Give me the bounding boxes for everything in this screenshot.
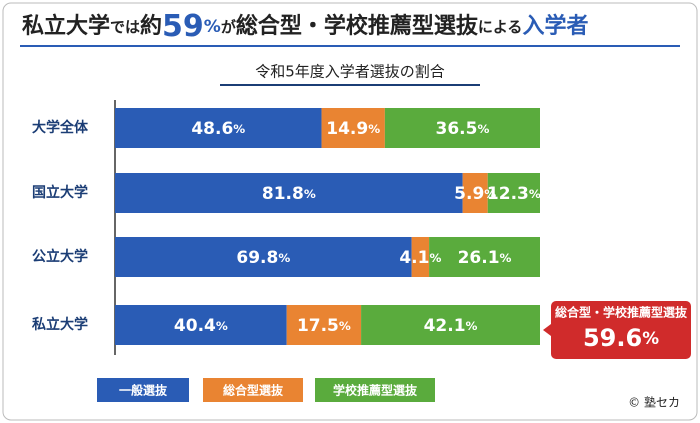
- bar-segment: [487, 173, 540, 213]
- value-label: 40.4%: [174, 316, 228, 336]
- legend-swatch: [315, 378, 435, 402]
- value-label: 48.6%: [191, 119, 245, 139]
- bar-segment: [321, 108, 385, 148]
- title-part: による: [478, 18, 523, 36]
- title-part: 入学者: [522, 13, 588, 39]
- bar-segment: [115, 305, 287, 345]
- bar-segment: [115, 108, 322, 148]
- legend-label: 学校推薦型選抜: [333, 383, 418, 398]
- subtitle: 令和5年度入学者選抜の割合: [255, 63, 445, 81]
- bar-segment: [384, 108, 540, 148]
- category-label: 私立大学: [32, 316, 88, 333]
- value-label: 81.8%: [262, 184, 316, 204]
- bar-segment: [462, 173, 488, 213]
- category-label: 大学全体: [32, 119, 89, 136]
- value-label: 42.1%: [424, 316, 478, 336]
- title-part: 総合型・学校推薦型選抜: [236, 13, 479, 39]
- title-part: 私立大学: [22, 13, 110, 39]
- legend-label: 総合型選抜: [223, 383, 284, 398]
- value-label: 69.8%: [236, 248, 290, 268]
- chart-title: 私立大学では約59%が総合型・学校推薦型選抜による入学者: [22, 9, 588, 44]
- bar-segment: [115, 173, 463, 213]
- credit: © 塾セカ: [628, 395, 680, 410]
- bar-segment: [411, 237, 430, 277]
- value-label: 12.3%: [487, 184, 541, 204]
- value-label: 4.1%: [399, 248, 441, 268]
- title-part: 約: [140, 13, 162, 39]
- title-part: %: [204, 17, 221, 37]
- title-part: では: [110, 18, 140, 36]
- legend-label: 一般選抜: [119, 383, 168, 398]
- callout: [543, 301, 691, 359]
- value-label: 36.5%: [436, 119, 490, 139]
- category-label: 国立大学: [32, 184, 88, 201]
- value-label: 26.1%: [458, 248, 512, 268]
- bar-segment: [286, 305, 362, 345]
- legend-swatch: [203, 378, 303, 402]
- value-label: 5.9%: [454, 184, 496, 204]
- bar-segment: [361, 305, 540, 345]
- title-part: が: [221, 18, 237, 36]
- legend-swatch: [97, 378, 189, 402]
- bar-segment: [115, 237, 412, 277]
- value-label: 14.9%: [326, 119, 380, 139]
- value-label: 17.5%: [297, 316, 351, 336]
- title-part: 59: [162, 9, 204, 44]
- callout-label: 総合型・学校推薦型選抜: [555, 305, 688, 320]
- bar-segment: [429, 237, 540, 277]
- callout-value: 59.6%: [583, 324, 659, 352]
- category-label: 公立大学: [32, 248, 88, 265]
